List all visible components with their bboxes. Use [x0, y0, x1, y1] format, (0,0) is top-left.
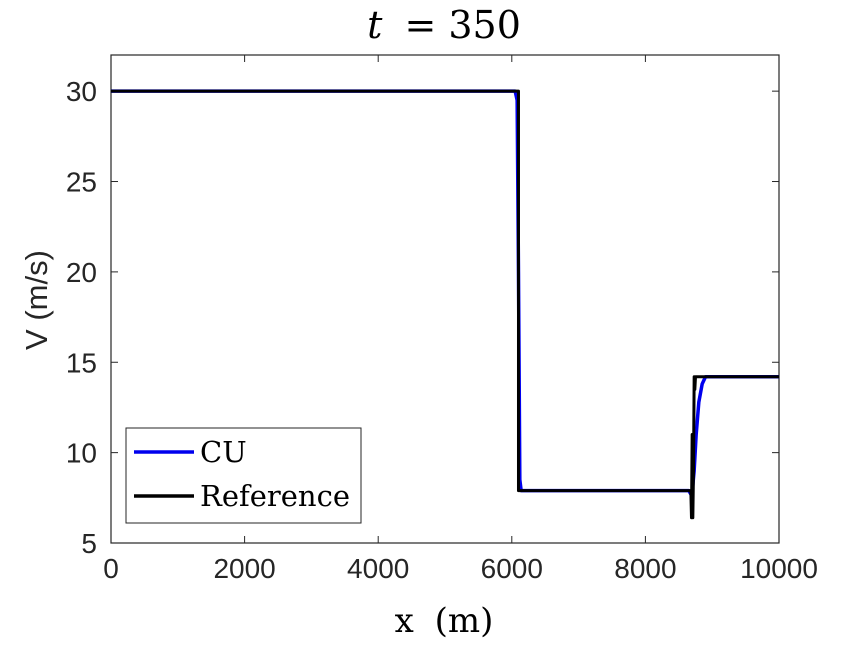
y-tick-label: 10	[66, 438, 97, 469]
legend-label-cu: CU	[200, 435, 247, 469]
x-tick-label: 4000	[347, 553, 409, 584]
legend-box	[125, 427, 362, 524]
x-axis-label: x (m)	[395, 601, 494, 641]
y-tick-label: 5	[81, 528, 97, 559]
y-tick-label: 20	[66, 257, 97, 288]
y-tick-label: 25	[66, 167, 97, 198]
series	[111, 89, 779, 520]
chart-title: t = 350	[367, 3, 521, 47]
y-tick-label: 30	[66, 76, 97, 107]
x-axis-unit: (m)	[435, 601, 494, 641]
x-tick-label: 10000	[740, 553, 818, 584]
legend-label-reference: Reference	[200, 479, 350, 513]
title-equation: = 350	[404, 3, 520, 47]
series-line-reference	[111, 89, 779, 520]
y-axis-label: V (m/s)	[19, 250, 54, 350]
legend: CU Reference	[125, 427, 362, 524]
x-tick-label: 6000	[481, 553, 543, 584]
x-axis-variable: x	[395, 601, 414, 641]
title-variable: t	[367, 3, 383, 47]
x-tick-label: 8000	[614, 553, 676, 584]
y-tick-label: 15	[66, 347, 97, 378]
x-tick-label: 2000	[213, 553, 275, 584]
x-tick-label: 0	[103, 553, 119, 584]
ticks: 0 2000 4000 6000 8000 10000 5 10 15 20 25 30	[66, 55, 818, 584]
